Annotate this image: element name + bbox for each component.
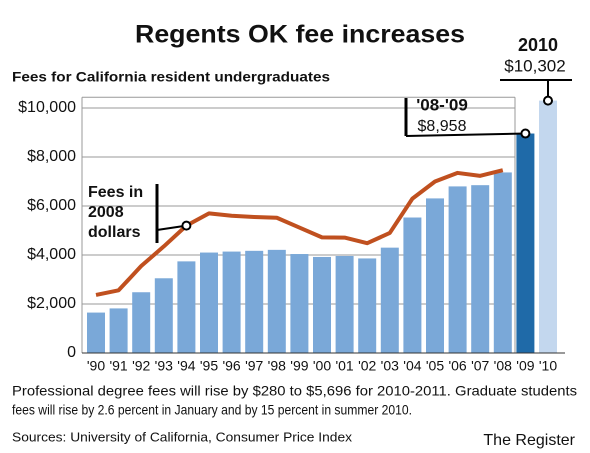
bar xyxy=(471,185,490,353)
bar xyxy=(245,250,264,353)
x-tick-label: '02 xyxy=(358,358,376,374)
bar xyxy=(448,186,467,353)
y-tick-label: $4,000 xyxy=(27,246,76,263)
x-tick-label: '99 xyxy=(290,358,308,374)
bar xyxy=(200,252,218,353)
x-tick-label: '98 xyxy=(268,358,286,374)
annotation: 2010 xyxy=(518,35,558,55)
x-tick-label: '95 xyxy=(200,358,218,374)
data-label: $10,302 xyxy=(504,56,565,75)
bar xyxy=(109,308,128,353)
x-tick-label: '03 xyxy=(381,358,399,374)
bar xyxy=(516,133,535,353)
x-tick-label: '10 xyxy=(539,358,557,374)
bar xyxy=(426,198,444,353)
bar xyxy=(539,100,557,353)
bar xyxy=(313,256,331,353)
y-tick-label: $2,000 xyxy=(27,295,76,312)
bar xyxy=(335,255,354,353)
x-tick-label: '05 xyxy=(426,358,444,374)
y-tick-label: $10,000 xyxy=(18,99,76,116)
chart-subtitle: Fees for California resident undergradua… xyxy=(12,69,330,85)
bar xyxy=(177,261,196,353)
x-tick-label: '97 xyxy=(245,358,263,374)
y-tick-label: $8,000 xyxy=(27,148,76,165)
annotation: 2008 xyxy=(88,204,124,221)
x-tick-label: '08 xyxy=(494,358,512,374)
x-tick-label: '00 xyxy=(313,358,331,374)
bar xyxy=(493,172,512,353)
x-tick-label: '94 xyxy=(177,358,195,374)
x-tick-label: '92 xyxy=(132,358,150,374)
bar xyxy=(403,217,422,353)
x-tick-label: '90 xyxy=(87,358,105,374)
source: Sources: University of California, Consu… xyxy=(12,429,353,444)
annotation: dollars xyxy=(88,224,141,241)
x-tick-label: '04 xyxy=(403,358,421,374)
annotation: Fees in xyxy=(88,184,143,201)
credit: The Register xyxy=(483,432,575,449)
bar xyxy=(380,247,399,353)
bar xyxy=(267,249,286,353)
x-tick-label: '91 xyxy=(109,358,127,374)
x-tick-label: '06 xyxy=(448,358,466,374)
marker xyxy=(181,220,192,231)
annotation: '08-'09 xyxy=(416,95,468,114)
bar xyxy=(154,278,173,353)
x-tick-label: '93 xyxy=(155,358,173,374)
leader xyxy=(405,132,526,137)
bar xyxy=(358,258,377,353)
footnote: Professional degree fees will rise by $2… xyxy=(12,383,577,399)
bar xyxy=(290,254,309,353)
marker xyxy=(520,128,531,139)
footnote: fees will rise by 2.6 percent in January… xyxy=(12,402,412,418)
x-tick-label: '09 xyxy=(516,358,534,374)
chart-title: Regents OK fee increases xyxy=(135,21,465,49)
line xyxy=(95,168,504,297)
bar xyxy=(132,292,151,353)
bar xyxy=(222,251,241,353)
x-tick-label: '96 xyxy=(222,358,240,374)
x-tick-label: '01 xyxy=(335,358,353,374)
bar xyxy=(87,312,105,353)
y-tick-label: 0 xyxy=(67,344,76,361)
data-label: $8,958 xyxy=(418,118,467,135)
marker xyxy=(543,95,553,106)
x-tick-label: '07 xyxy=(471,358,489,374)
y-tick-label: $6,000 xyxy=(27,197,76,214)
